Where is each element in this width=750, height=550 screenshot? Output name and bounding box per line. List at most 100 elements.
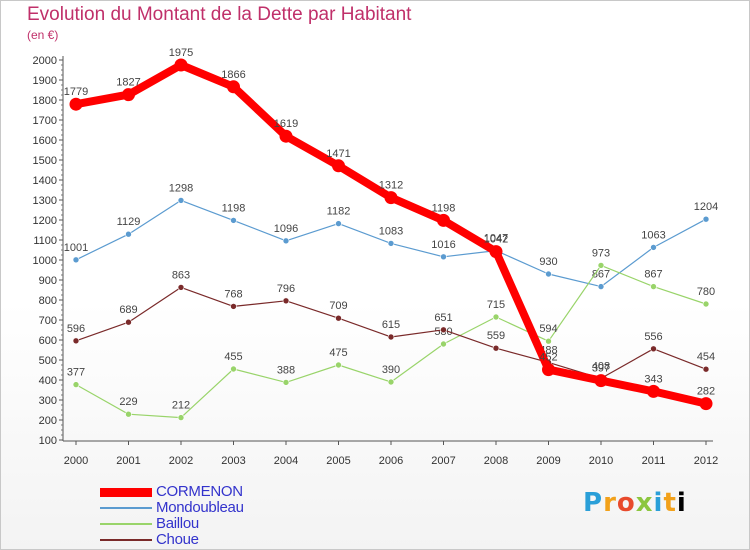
- data-point: [72, 381, 80, 388]
- logo-letter: x: [635, 488, 654, 518]
- logo-letter: i: [676, 488, 687, 518]
- data-label: 229: [119, 396, 137, 408]
- x-tick-label: 2004: [274, 455, 298, 467]
- data-point: [437, 213, 450, 227]
- data-point: [492, 313, 500, 321]
- x-tick-label: 2003: [221, 455, 245, 467]
- data-label: 709: [329, 300, 347, 312]
- y-tick-label: 1900: [33, 75, 57, 87]
- data-label: 1204: [694, 201, 718, 213]
- x-tick-label: 2009: [536, 455, 560, 467]
- y-tick-label: 1400: [33, 175, 57, 187]
- data-label: 1129: [117, 216, 141, 228]
- data-label: 1975: [169, 47, 193, 59]
- y-tick-label: 800: [39, 295, 57, 307]
- data-point: [125, 230, 132, 238]
- x-tick-label: 2000: [64, 455, 88, 467]
- logo-letter: i: [653, 488, 664, 518]
- data-point: [647, 384, 660, 398]
- data-label: 768: [224, 288, 242, 300]
- chart-subtitle: (en €): [27, 28, 59, 42]
- data-point: [282, 297, 290, 305]
- data-label: 1866: [221, 69, 245, 81]
- data-label: 1471: [326, 148, 350, 160]
- legend-swatch-baillou: [100, 523, 152, 525]
- data-point: [650, 283, 657, 290]
- data-label: 454: [697, 351, 715, 363]
- data-label: 715: [487, 299, 505, 311]
- data-point: [177, 414, 185, 421]
- data-point: [597, 262, 605, 269]
- data-point: [177, 197, 185, 204]
- data-label: 796: [277, 283, 295, 295]
- data-point: [699, 397, 713, 411]
- data-point: [335, 314, 342, 322]
- y-tick-label: 1000: [33, 255, 57, 267]
- x-tick-label: 2011: [642, 455, 666, 467]
- data-point: [489, 245, 503, 259]
- data-label: 559: [487, 330, 505, 342]
- data-label: 1298: [169, 182, 193, 194]
- data-label: 343: [644, 373, 662, 385]
- data-point: [492, 344, 500, 352]
- data-point: [72, 337, 80, 345]
- y-tick-label: 500: [39, 355, 57, 367]
- data-label: 452: [539, 352, 557, 364]
- x-tick-label: 2010: [589, 455, 613, 467]
- y-tick-label: 100: [39, 435, 57, 447]
- data-point: [227, 80, 240, 94]
- data-label: 1016: [431, 239, 455, 251]
- legend-swatch-cormenon: [100, 487, 152, 497]
- logo-letter: t: [663, 488, 677, 518]
- data-point: [177, 284, 185, 291]
- data-point: [387, 333, 395, 341]
- data-label: 388: [277, 364, 295, 376]
- data-point: [650, 345, 657, 353]
- data-point: [702, 300, 710, 308]
- data-label: 594: [539, 323, 557, 335]
- data-label: 212: [172, 400, 190, 412]
- data-label: 1047: [484, 233, 508, 245]
- legend-label-baillou: Baillou: [156, 515, 199, 532]
- data-label: 973: [592, 247, 610, 259]
- data-label: 1779: [64, 86, 88, 98]
- data-point: [650, 244, 657, 251]
- data-point: [440, 326, 447, 334]
- x-tick-label: 2002: [169, 455, 193, 467]
- data-point: [279, 129, 293, 143]
- data-point: [440, 340, 447, 348]
- legend-label-cormenon: CORMENON: [156, 483, 243, 500]
- data-label: 1312: [379, 180, 403, 192]
- data-label: 475: [329, 347, 347, 359]
- data-label: 1063: [641, 229, 665, 241]
- data-label: 596: [67, 323, 85, 335]
- data-point: [335, 361, 342, 369]
- data-point: [440, 253, 447, 261]
- x-tick-label: 2005: [326, 455, 350, 467]
- legend-swatch-choue: [100, 539, 152, 541]
- y-tick-label: 1100: [33, 235, 57, 247]
- data-point: [702, 365, 710, 373]
- y-tick-label: 600: [39, 335, 57, 347]
- data-label: 930: [539, 256, 557, 268]
- logo-letter: r: [603, 488, 617, 518]
- y-tick-label: 200: [39, 415, 57, 427]
- data-label: 1198: [432, 202, 456, 214]
- data-label: 408: [592, 360, 610, 372]
- proxiti-logo[interactable]: Proxiti: [583, 488, 687, 518]
- x-tick-label: 2001: [116, 455, 140, 467]
- data-label: 556: [644, 331, 662, 343]
- data-label: 1083: [379, 225, 403, 237]
- data-point: [335, 220, 342, 227]
- data-point: [230, 365, 237, 373]
- chart-title: Evolution du Montant de la Dette par Hab…: [27, 4, 412, 25]
- data-label: 1042: [484, 234, 508, 246]
- data-point: [542, 363, 555, 377]
- data-point: [69, 97, 83, 111]
- x-tick-label: 2006: [379, 455, 403, 467]
- y-tick-label: 300: [39, 395, 57, 407]
- data-point: [282, 237, 290, 245]
- data-point: [597, 283, 605, 290]
- y-tick-label: 1700: [33, 115, 57, 127]
- y-tick-label: 900: [39, 275, 57, 287]
